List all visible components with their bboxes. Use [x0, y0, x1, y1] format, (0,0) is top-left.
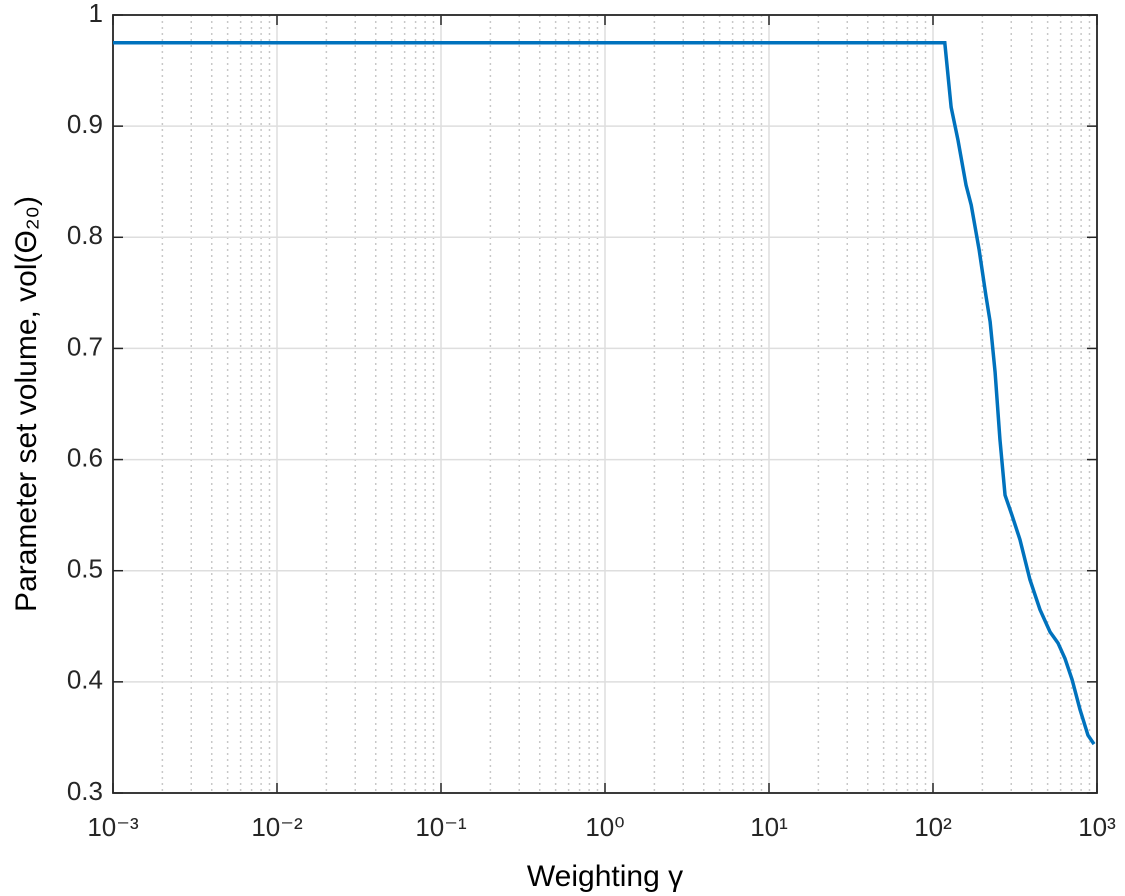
y-tick-label: 0.6 — [67, 442, 103, 472]
y-axis-label: Parameter set volume, vol(Θ₂₀) — [10, 196, 43, 612]
x-axis-label: Weighting γ — [527, 860, 683, 893]
y-tick-label: 0.9 — [67, 109, 103, 139]
y-tick-label: 0.5 — [67, 554, 103, 584]
y-tick-label: 0.8 — [67, 220, 103, 250]
y-tick-label: 0.7 — [67, 331, 103, 361]
data-line — [113, 41, 1096, 746]
x-tick-label: 10⁰ — [585, 812, 624, 842]
x-tick-label: 10² — [914, 812, 952, 842]
y-tick-label: 1 — [89, 0, 103, 28]
x-tick-label: 10⁻² — [251, 812, 303, 842]
x-tick-label: 10¹ — [750, 812, 788, 842]
x-tick-label: 10⁻¹ — [415, 812, 467, 842]
x-tick-label: 10⁻³ — [87, 812, 139, 842]
y-tick-label: 0.4 — [67, 665, 103, 695]
y-tick-label: 0.3 — [67, 776, 103, 806]
axes-box — [112, 14, 1098, 794]
x-tick-label: 10³ — [1078, 812, 1116, 842]
